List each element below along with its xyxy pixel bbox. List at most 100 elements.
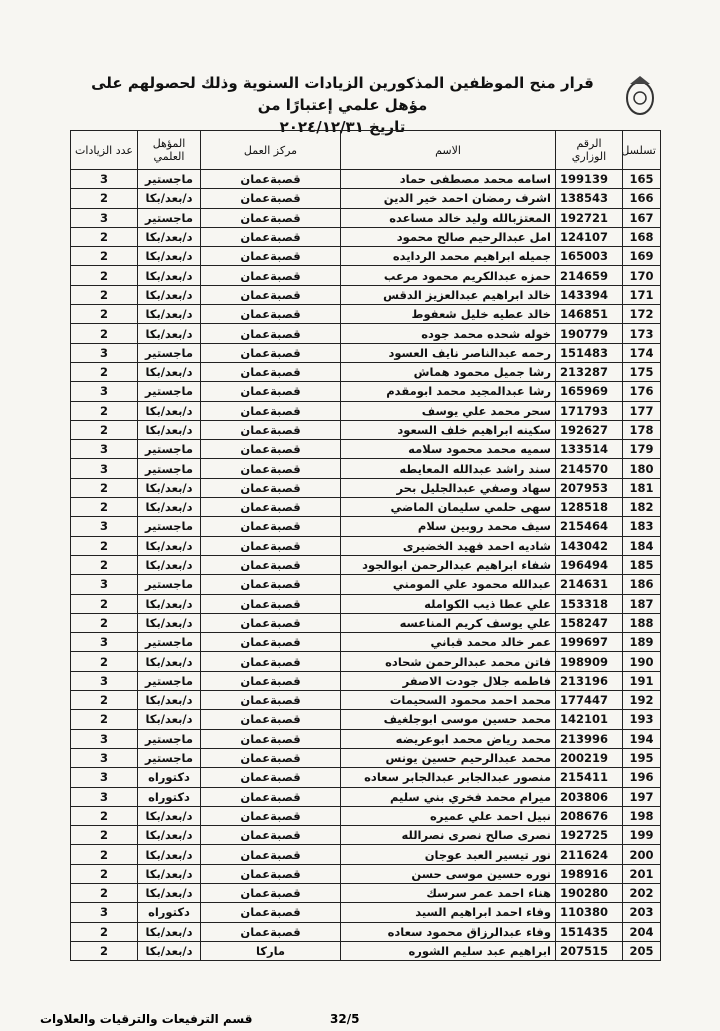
name: نور تيسير العبد عوجان — [340, 844, 556, 865]
name: هناء احمد عمر سرسك — [340, 882, 556, 904]
serial: 179 — [622, 439, 661, 460]
row: 198 208676 نبيل احمد علي عميره قصبةعمان د/بع… — [70, 805, 661, 827]
qualification: د/بعد/بكا — [137, 419, 201, 441]
increments: 3 — [70, 767, 138, 788]
name: رشا عبدالمجيد محمد ابومقدم — [340, 381, 556, 402]
row: 187 153318 علي عطا ذيب الكوامله قصبةعمان د/ب… — [70, 593, 661, 614]
increments: 2 — [70, 690, 138, 711]
increments: 2 — [70, 863, 138, 884]
ministry-number: 158247 — [555, 612, 623, 634]
increments: 2 — [70, 593, 138, 614]
ministry-number: 142101 — [555, 709, 623, 730]
row: 191 213196 فاطمه جلال جودت الاصفر قصبةعمان م… — [70, 670, 661, 692]
row: 186 214631 عبدالله محمود علي المومني قصبةعم… — [70, 574, 661, 595]
work-center: قصبةعمان — [200, 400, 341, 421]
increments: 3 — [70, 670, 138, 692]
row: 178 192627 سكينه ابراهيم خلف السعود قصبةعما… — [70, 419, 661, 441]
serial: 185 — [622, 554, 661, 576]
increments: 2 — [70, 284, 138, 306]
ministry-number: 199697 — [555, 632, 623, 653]
name: رحمه عبدالناصر نايف العسود — [340, 342, 556, 363]
qualification: ماجستير — [137, 574, 201, 595]
qualification: ماجستير — [137, 728, 201, 749]
row: 169 165003 جميله ابراهيم محمد الردايده قصبة… — [70, 246, 661, 267]
row: 166 138543 اشرف رمضان احمد خير الدين قصبةعم… — [70, 188, 661, 209]
qualification: د/بعد/بكا — [137, 323, 201, 344]
serial: 196 — [622, 767, 661, 788]
increments: 3 — [70, 574, 138, 595]
increments: 3 — [70, 728, 138, 749]
work-center: قصبةعمان — [200, 265, 341, 286]
increments: 2 — [70, 188, 138, 209]
row: 197 203806 ميرام محمد فخري بني سليم قصبةعما… — [70, 786, 661, 807]
ministry-number: 133514 — [555, 439, 623, 460]
work-center: قصبةعمان — [200, 497, 341, 518]
row: 174 151483 رحمه عبدالناصر نايف العسود قصبةع… — [70, 342, 661, 363]
work-center: قصبةعمان — [200, 419, 341, 441]
work-center: قصبةعمان — [200, 709, 341, 730]
work-center: قصبةعمان — [200, 593, 341, 614]
qualification: د/بعد/بكا — [137, 265, 201, 286]
increments: 2 — [70, 612, 138, 634]
serial: 187 — [622, 593, 661, 614]
serial: 191 — [622, 670, 661, 692]
work-center: قصبةعمان — [200, 690, 341, 711]
qualification: د/بعد/بكا — [137, 304, 201, 325]
serial: 192 — [622, 690, 661, 711]
serial: 170 — [622, 265, 661, 286]
row: 165 199139 اسامه محمد مصطفى حماد قصبةعمان ما… — [70, 168, 661, 190]
qualification: د/بعد/بكا — [137, 940, 201, 962]
row: 201 198916 نوره حسين موسى حسن قصبةعمان د/بعد… — [70, 863, 661, 884]
name: سميه محمد محمود سلامه — [340, 439, 556, 460]
name: سيف محمد روبين سلام — [340, 516, 556, 537]
title: قرار منح الموظفين المذكورين الزيادات الس… — [70, 72, 615, 138]
work-center: قصبةعمان — [200, 921, 341, 942]
name: وفاء احمد ابراهيم السيد — [340, 902, 556, 923]
row: 200 211624 نور تيسير العبد عوجان قصبةعمان د/… — [70, 844, 661, 865]
serial: 173 — [622, 323, 661, 344]
qualification: د/بعد/بكا — [137, 882, 201, 904]
name: ميرام محمد فخري بني سليم — [340, 786, 556, 807]
qualification: د/بعد/بكا — [137, 651, 201, 672]
qualification: د/بعد/بكا — [137, 593, 201, 614]
row: 202 190280 هناء احمد عمر سرسك قصبةعمان د/بعد… — [70, 882, 661, 904]
work-center: قصبةعمان — [200, 361, 341, 383]
column-header: تسلسل — [622, 130, 661, 170]
row: 175 213287 رشا جميل محمود هماش قصبةعمان د/بع… — [70, 361, 661, 383]
name: محمد حسين موسى ابوجلغيف — [340, 709, 556, 730]
work-center: قصبةعمان — [200, 323, 341, 344]
footer-department: قسم الترفيعات والترقيات والعلاوات — [40, 1012, 253, 1026]
name: علي عطا ذيب الكوامله — [340, 593, 556, 614]
work-center: قصبةعمان — [200, 805, 341, 827]
row: 199 192725 نصرى صالح نصرى نصرالله قصبةعمان د… — [70, 825, 661, 846]
name: المعتزبالله وليد خالد مساعده — [340, 207, 556, 228]
name: امل عبدالرحيم صالح محمود — [340, 226, 556, 248]
row: 170 214659 حمزه عبدالكريم محمود مرعب قصبةعم… — [70, 265, 661, 286]
work-center: قصبةعمان — [200, 670, 341, 692]
ministry-number: 110380 — [555, 902, 623, 923]
increments: 3 — [70, 458, 138, 479]
column-header: الرقم الوزاري — [555, 130, 623, 170]
ministry-number: 203806 — [555, 786, 623, 807]
qualification: د/بعد/بكا — [137, 188, 201, 209]
qualification: دكتوراه — [137, 786, 201, 807]
work-center: قصبةعمان — [200, 535, 341, 556]
work-center: قصبةعمان — [200, 284, 341, 306]
increments: 3 — [70, 786, 138, 807]
ministry-number: 213196 — [555, 670, 623, 692]
name: شاديه احمد فهيد الخضيرى — [340, 535, 556, 556]
ministry-number: 192725 — [555, 825, 623, 846]
name: ابراهيم عبد سليم الشوره — [340, 940, 556, 962]
title-line: قرار منح الموظفين المذكورين الزيادات الس… — [91, 74, 594, 114]
serial: 175 — [622, 361, 661, 383]
name: نوره حسين موسى حسن — [340, 863, 556, 884]
qualification: د/بعد/بكا — [137, 497, 201, 518]
ministry-number: 165969 — [555, 381, 623, 402]
ministry-number: 215411 — [555, 767, 623, 788]
row: 194 213996 محمد رياض محمد ابوعريضه قصبةعمان… — [70, 728, 661, 749]
increments: 3 — [70, 342, 138, 363]
serial: 168 — [622, 226, 661, 248]
qualification: د/بعد/بكا — [137, 554, 201, 576]
ministry-number: 200219 — [555, 747, 623, 769]
ministry-number: 190779 — [555, 323, 623, 344]
